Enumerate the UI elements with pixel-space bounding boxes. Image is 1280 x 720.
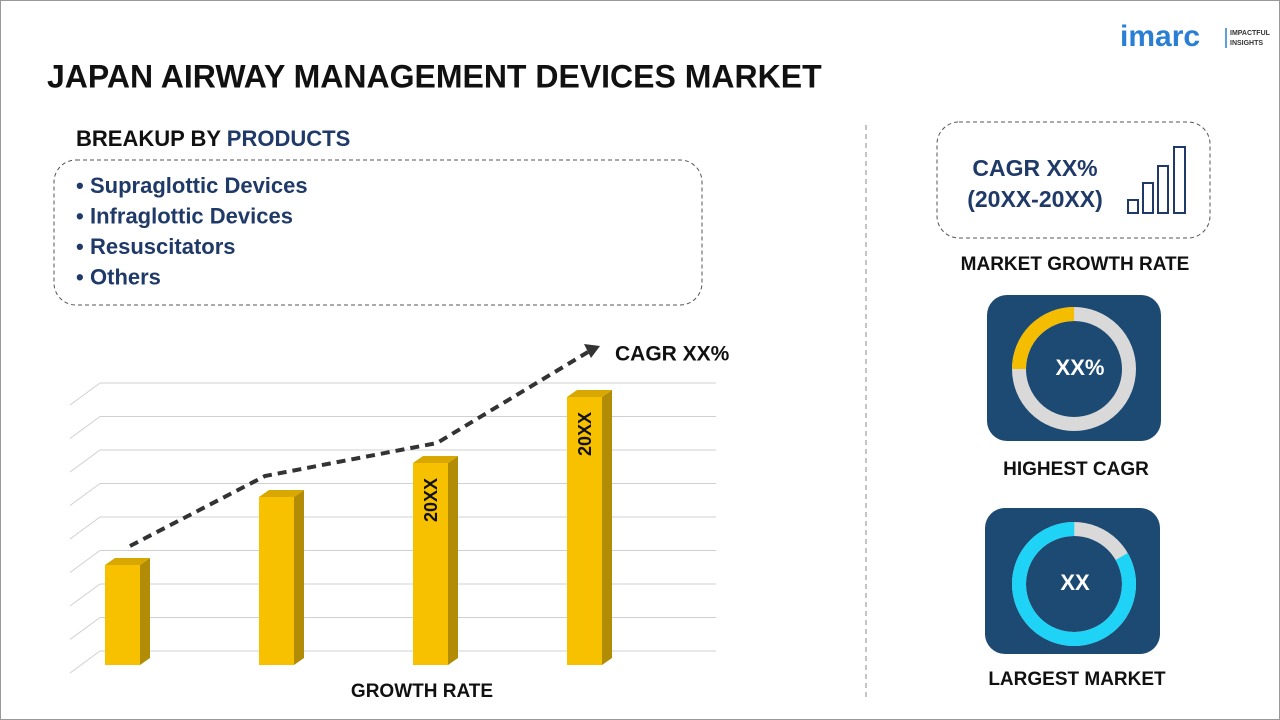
growth-box	[936, 121, 1211, 239]
grid-line	[69, 583, 101, 607]
grid-line	[69, 550, 101, 573]
grid-line	[69, 382, 101, 406]
bullet: •	[76, 234, 84, 259]
logo-tagline: INSIGHTS	[1230, 40, 1263, 47]
grid-line	[69, 617, 101, 640]
axis-label: GROWTH RATE	[351, 681, 493, 702]
kpi-caption: HIGHEST CAGR	[1003, 459, 1149, 480]
bullet: •	[76, 173, 84, 198]
trend-label: CAGR XX%	[615, 343, 730, 366]
grid-line	[69, 650, 101, 674]
bars	[105, 390, 612, 665]
list-item: Others	[90, 264, 161, 289]
icon-bar	[1173, 146, 1186, 214]
grid	[69, 382, 716, 674]
icon-bar	[1127, 199, 1139, 214]
grid-line	[69, 516, 101, 540]
icon-bar	[1142, 182, 1154, 214]
kpi-value: XX	[1060, 570, 1090, 595]
donut-arc	[1012, 307, 1136, 431]
bar-side	[602, 390, 612, 665]
icon-bar	[1157, 165, 1169, 214]
section-prefix: BREAKUP BY	[76, 126, 221, 151]
page-title: JAPAN AIRWAY MANAGEMENT DEVICES MARKET	[47, 58, 822, 94]
bar-top	[105, 558, 150, 565]
grid-line	[69, 449, 101, 473]
product-list: • Supraglottic Devices• Infraglottic Devic…	[76, 173, 308, 290]
growth-icon	[1127, 146, 1186, 214]
bar-front	[567, 397, 602, 665]
kpi-caption: LARGEST MARKET	[988, 669, 1166, 690]
list-box	[53, 159, 703, 306]
bullet: •	[76, 264, 84, 289]
growth-line: (20XX-20XX)	[967, 186, 1103, 212]
bar-side	[448, 456, 458, 665]
bar-front	[259, 497, 294, 665]
grid-line	[69, 483, 101, 506]
trend-line	[129, 350, 590, 548]
growth-line: CAGR XX%	[972, 155, 1097, 181]
bar-front	[105, 565, 140, 665]
list-item: Resuscitators	[90, 234, 236, 259]
bullet: •	[76, 203, 84, 228]
grid-line	[69, 416, 101, 439]
section-label: BREAKUP BY PRODUCTS	[76, 126, 350, 151]
bar-top	[413, 456, 458, 463]
bar-label: 20XX	[575, 412, 595, 456]
bar-side	[294, 490, 304, 665]
list-item: Infraglottic Devices	[90, 203, 293, 228]
bar-top	[259, 490, 304, 497]
donut-arc	[1012, 522, 1136, 646]
kpi-caption: MARKET GROWTH RATE	[961, 254, 1190, 275]
bar-top	[567, 390, 612, 397]
logo-brand: imarc	[1120, 20, 1200, 53]
section-dimension: PRODUCTS	[227, 126, 350, 151]
bar-label: 20XX	[421, 478, 441, 522]
bar-front	[413, 463, 448, 665]
logo-tagline: IMPACTFUL	[1230, 30, 1271, 37]
trend-arrow	[584, 344, 600, 358]
list-item: Supraglottic Devices	[90, 173, 308, 198]
bar-side	[140, 558, 150, 665]
kpi-value: XX%	[1056, 355, 1105, 380]
